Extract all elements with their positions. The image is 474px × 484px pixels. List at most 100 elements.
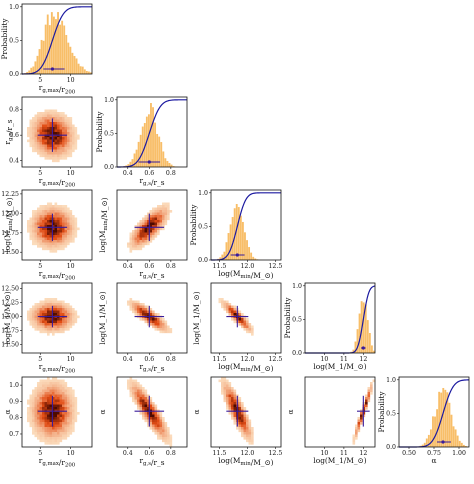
density-cell xyxy=(139,303,143,306)
density-cell xyxy=(365,397,368,400)
density-cell xyxy=(57,300,60,304)
density-cell xyxy=(74,232,78,236)
density-cell xyxy=(64,139,68,143)
density-cell xyxy=(34,402,38,405)
density-cell xyxy=(37,235,40,238)
density-cell xyxy=(49,217,53,221)
density-cell xyxy=(32,310,35,314)
density-cell xyxy=(137,384,140,388)
density-cell xyxy=(32,397,35,400)
density-cell xyxy=(152,217,155,221)
density-cell xyxy=(157,230,160,233)
density-cell xyxy=(159,215,163,218)
density-cell xyxy=(243,328,247,331)
density-cell xyxy=(44,237,48,241)
density-cell xyxy=(72,419,75,423)
density-cell xyxy=(246,434,249,438)
density-cell xyxy=(246,424,249,428)
density-cell xyxy=(44,422,48,425)
density-cell xyxy=(57,417,60,420)
density-cell xyxy=(37,397,40,400)
density-cell xyxy=(49,298,53,301)
density-cell xyxy=(57,122,60,125)
density-cell xyxy=(59,230,63,233)
density-cell xyxy=(57,112,60,115)
density-cell xyxy=(142,387,145,390)
density-cell xyxy=(39,392,43,395)
density-cell xyxy=(29,227,33,231)
density-cell xyxy=(52,330,55,334)
density-cell xyxy=(47,318,50,321)
density-cell xyxy=(228,305,232,309)
density-cell xyxy=(167,427,170,430)
density-cell xyxy=(29,124,33,128)
density-cell xyxy=(74,132,78,135)
density-cell xyxy=(57,424,60,428)
density-cell xyxy=(29,414,33,418)
y-tick-label: 11.50 xyxy=(1,342,19,349)
x-tick-label: 0.4 xyxy=(123,356,133,363)
density-cell xyxy=(233,402,237,405)
x-tick-label: 0.8 xyxy=(166,263,176,270)
density-cell xyxy=(29,237,33,241)
density-cell xyxy=(64,245,68,248)
density-cell xyxy=(44,119,48,123)
density-cell xyxy=(367,387,371,390)
density-cell xyxy=(57,310,60,314)
density-cell xyxy=(44,152,48,155)
density-cell xyxy=(39,434,43,438)
density-cell xyxy=(226,399,229,403)
density-cell xyxy=(132,389,135,393)
density-cell xyxy=(57,323,60,326)
density-cell xyxy=(29,217,33,221)
density-cell xyxy=(129,240,133,243)
density-cell xyxy=(238,318,242,321)
density-cell xyxy=(62,127,65,130)
density-cell xyxy=(34,320,38,324)
density-cell xyxy=(149,399,153,403)
density-cell xyxy=(243,432,247,435)
density-cell xyxy=(44,303,48,306)
density-cell xyxy=(52,149,55,153)
density-cell xyxy=(137,222,140,226)
hist-bar xyxy=(30,67,33,74)
density-cell xyxy=(37,320,40,324)
density-cell xyxy=(32,320,35,324)
density-cell xyxy=(54,407,58,410)
density-cell xyxy=(149,240,153,243)
density-cell xyxy=(248,325,252,329)
density-cell xyxy=(54,144,58,148)
density-cell xyxy=(57,414,60,418)
density-cell xyxy=(164,434,168,438)
y-axis-label: log(Mmin/M_⊙) xyxy=(98,197,109,252)
hist-bar xyxy=(147,114,150,167)
density-cell xyxy=(39,417,43,420)
hist-bar xyxy=(164,158,167,167)
density-cell xyxy=(34,417,38,420)
density-cell xyxy=(44,387,48,390)
density-cell xyxy=(47,387,50,390)
density-cell xyxy=(44,212,48,216)
density-cell xyxy=(59,122,63,125)
density-cell xyxy=(29,134,33,138)
y-tick-label: 0.0 xyxy=(386,444,396,451)
density-cell xyxy=(39,245,43,248)
hist-bar xyxy=(444,389,447,447)
density-cell xyxy=(69,129,73,133)
density-cell xyxy=(49,147,53,150)
density-cell xyxy=(59,210,63,213)
density-cell xyxy=(34,129,38,133)
hist-bar xyxy=(425,438,428,447)
density-cell xyxy=(226,407,229,410)
density-cell xyxy=(54,434,58,438)
density-cell xyxy=(62,119,65,123)
density-cell xyxy=(251,333,254,336)
density-cell xyxy=(233,404,237,408)
density-cell xyxy=(152,318,155,321)
density-cell xyxy=(139,227,143,231)
density-cell xyxy=(44,240,48,243)
density-cell xyxy=(241,419,244,423)
density-cell xyxy=(67,217,70,221)
density-cell xyxy=(57,303,60,306)
density-cell xyxy=(159,417,163,420)
